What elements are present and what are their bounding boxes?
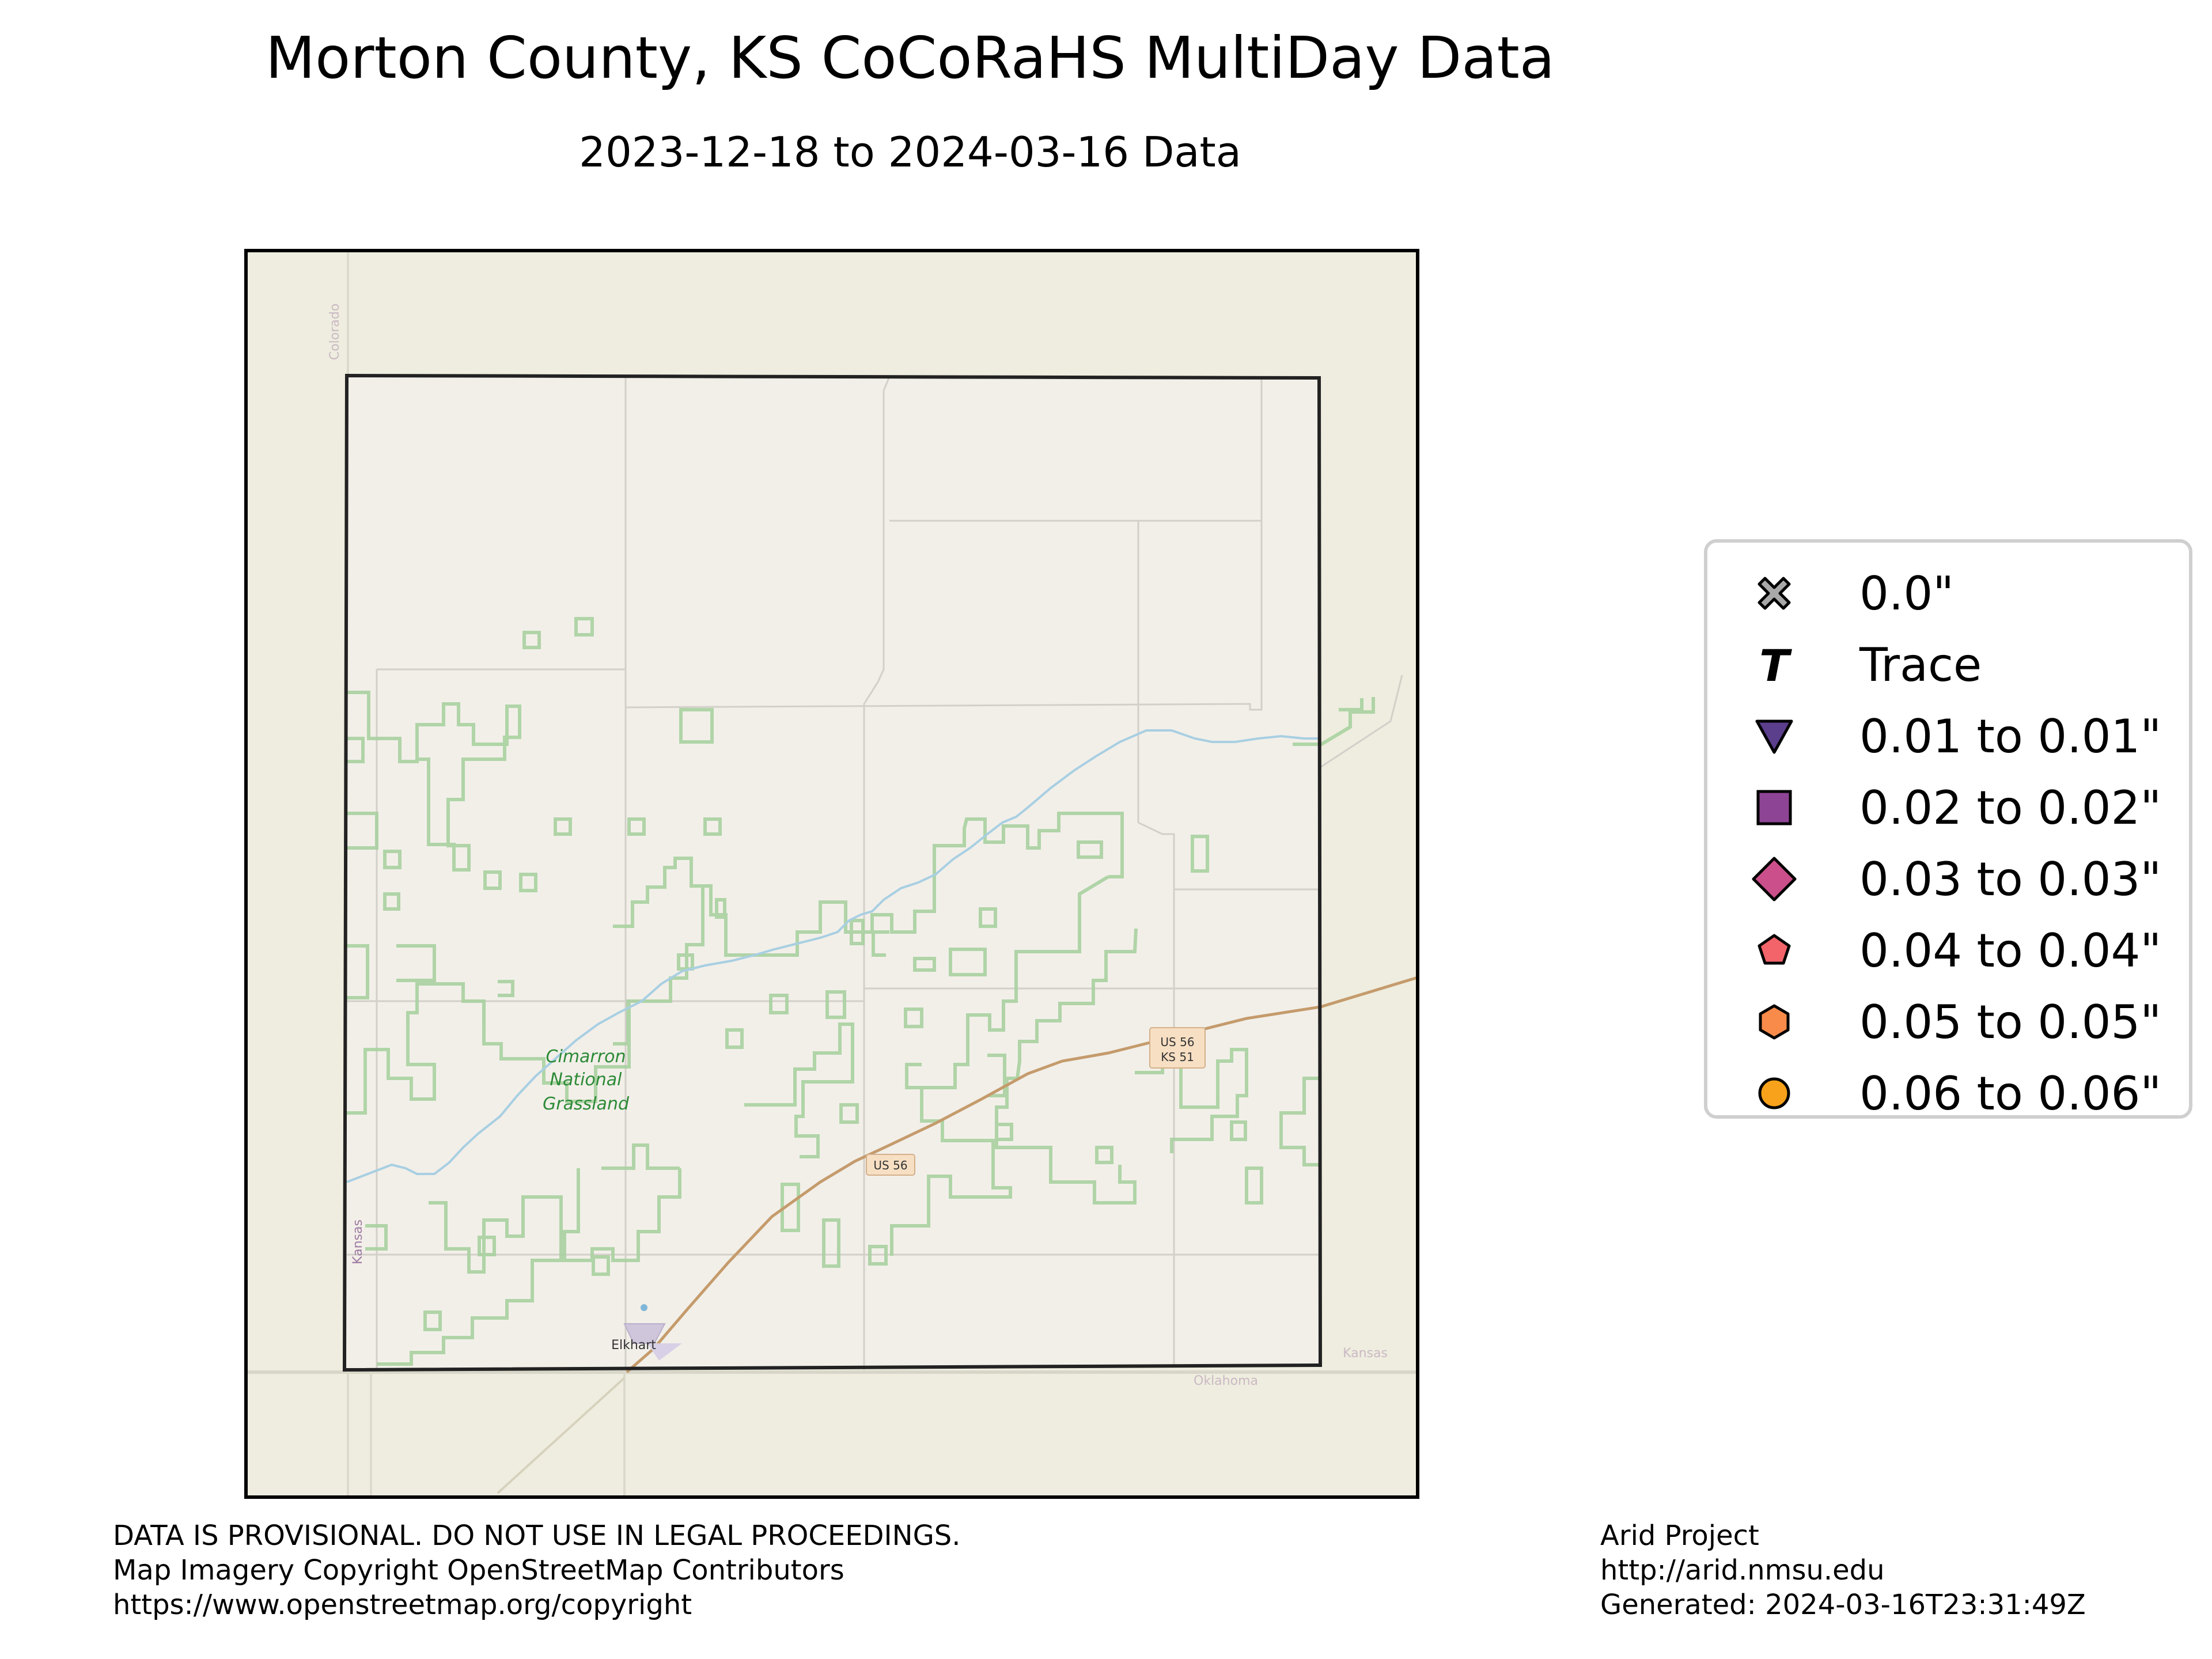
cimarron-river — [346, 729, 1320, 1183]
grassland-label-line: National — [550, 1070, 622, 1090]
legend-label: 0.0" — [1859, 567, 1955, 620]
elkhart-label: Elkhart — [611, 1338, 656, 1353]
legend-item-002: 0.02 to 0.02" — [1707, 772, 2189, 843]
map-frame — [244, 249, 1419, 1499]
us56-shield: US 56 — [866, 1154, 915, 1176]
svg-text:KS 51: KS 51 — [1161, 1050, 1194, 1064]
footer-line: http://arid.nmsu.edu — [1600, 1554, 1885, 1586]
footer-line: Map Imagery Copyright OpenStreetMap Cont… — [113, 1554, 844, 1586]
legend-item-004: 0.04 to 0.04" — [1707, 915, 2189, 986]
legend-label: 0.01 to 0.01" — [1859, 710, 2162, 763]
pentagon-icon — [1758, 934, 1791, 965]
legend-item-005: 0.05 to 0.05" — [1707, 986, 2189, 1058]
legend-item-trace: T Trace — [1707, 629, 2189, 700]
diamond-icon — [1752, 857, 1797, 902]
state-label-kansas-west: Kansas — [351, 1219, 365, 1264]
state-label-oklahoma: Oklahoma — [1194, 1374, 1258, 1388]
section-roads — [347, 376, 1403, 1370]
chart-title: Morton County, KS CoCoRaHS MultiDay Data — [265, 24, 1555, 92]
circle-icon — [1758, 1077, 1790, 1109]
footer-line: DATA IS PROVISIONAL. DO NOT USE IN LEGAL… — [113, 1520, 961, 1552]
footer-line: Arid Project — [1600, 1520, 1759, 1552]
us56-ks51-shield: US 56 KS 51 — [1149, 1027, 1206, 1069]
legend-label: 0.04 to 0.04" — [1859, 924, 2162, 978]
legend-item-001: 0.01 to 0.01" — [1707, 700, 2189, 772]
chart-subtitle: 2023-12-18 to 2024-03-16 Data — [579, 128, 1241, 176]
legend-label: 0.05 to 0.05" — [1859, 995, 2162, 1049]
footer-line: Generated: 2024-03-16T23:31:49Z — [1600, 1589, 2086, 1621]
trace-t-icon: T — [1759, 642, 1792, 688]
county-area — [344, 376, 1320, 1370]
legend-label: 0.02 to 0.02" — [1859, 781, 2162, 835]
elkhart-town-marker — [623, 1304, 682, 1361]
county-boundary — [342, 373, 1323, 1372]
legend-label: 0.03 to 0.03" — [1859, 853, 2162, 906]
svg-text:US 56: US 56 — [1160, 1035, 1194, 1049]
highway-us56 — [626, 975, 1419, 1373]
county-map[interactable]: [data-name="cimarron-river"]{fill:none;s… — [244, 249, 1419, 1499]
svg-text:US 56: US 56 — [873, 1158, 907, 1172]
square-icon — [1756, 790, 1792, 825]
state-label-kansas-east: Kansas — [1343, 1346, 1388, 1361]
hexagon-icon — [1759, 1004, 1790, 1040]
highway-outside — [497, 1377, 626, 1494]
triangle-down-icon — [1755, 719, 1793, 754]
legend-item-006: 0.06 to 0.06" — [1707, 1058, 2189, 1129]
footer-disclaimer: DATA IS PROVISIONAL. DO NOT USE IN LEGAL… — [113, 1518, 961, 1622]
footer-line: https://www.openstreetmap.org/copyright — [113, 1589, 692, 1621]
grassland-label-line: Grassland — [543, 1094, 630, 1114]
legend: 0.0" T Trace 0.01 to 0.01" 0.02 to 0.02"… — [1704, 539, 2192, 1120]
legend-label: Trace — [1859, 638, 1982, 692]
footer-credits: Arid Project http://arid.nmsu.edu Genera… — [1600, 1518, 2086, 1622]
legend-label: 0.06 to 0.06" — [1859, 1067, 2162, 1120]
grassland-label-line: Cimarron — [546, 1047, 626, 1067]
state-label-colorado: Colorado — [328, 304, 342, 360]
x-marker-icon — [1758, 577, 1791, 610]
svg-text:T: T — [1759, 642, 1792, 688]
legend-item-003: 0.03 to 0.03" — [1707, 843, 2189, 915]
legend-item-zero: 0.0" — [1707, 558, 2189, 629]
grassland-label: Cimarron National Grassland — [543, 1047, 630, 1114]
